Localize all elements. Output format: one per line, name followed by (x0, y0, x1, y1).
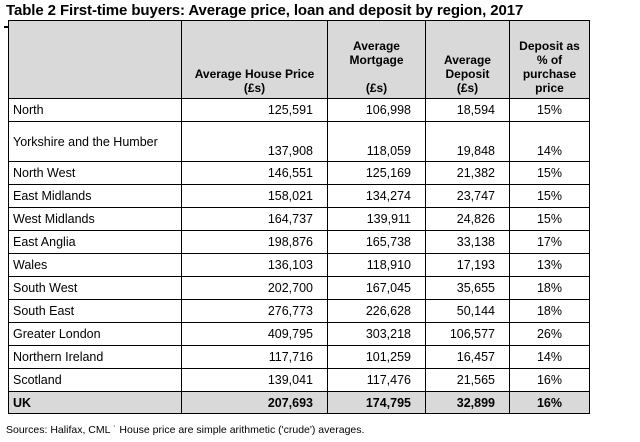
cell-deposit: 24,826 (425, 207, 510, 231)
cell-deposit: 21,382 (425, 161, 510, 185)
cell-mortgage: 226,628 (327, 299, 426, 323)
table-title: Table 2 First-time buyers: Average price… (6, 2, 524, 19)
corner-mark (4, 26, 10, 28)
cell-price: 139,041 (181, 368, 328, 392)
cell-region: Northern Ireland (8, 345, 182, 369)
cell-pct: 16% (509, 368, 590, 392)
header-deposit: Average Deposit (£s) (425, 20, 510, 99)
cell-mortgage: 167,045 (327, 276, 426, 300)
total-region: UK (8, 391, 182, 414)
header-region (8, 20, 182, 99)
table-row: West Midlands 164,737 139,911 24,826 15% (8, 207, 590, 231)
table-row: Wales 136,103 118,910 17,193 13% (8, 253, 590, 277)
cell-pct: 18% (509, 299, 590, 323)
total-row: UK 207,693 174,795 32,899 16% (8, 391, 590, 414)
footnote: Sources: Halifax, CML ˙ House price are … (6, 424, 365, 436)
cell-mortgage: 139,911 (327, 207, 426, 231)
cell-mortgage: 134,274 (327, 184, 426, 208)
table-row: Yorkshire and the Humber 137,908 118,059… (8, 121, 590, 162)
table-row: Scotland 139,041 117,476 21,565 16% (8, 368, 590, 392)
cell-mortgage: 117,476 (327, 368, 426, 392)
cell-region: Yorkshire and the Humber (8, 121, 182, 162)
cell-pct: 14% (509, 345, 590, 369)
cell-price: 276,773 (181, 299, 328, 323)
cell-region: Scotland (8, 368, 182, 392)
header-pct: Deposit as % of purchase price (509, 20, 590, 99)
cell-price: 164,737 (181, 207, 328, 231)
cell-pct: 13% (509, 253, 590, 277)
header-mortgage: Average Mortgage (£s) (327, 20, 426, 99)
cell-pct: 18% (509, 276, 590, 300)
cell-deposit: 18,594 (425, 98, 510, 122)
total-mortgage: 174,795 (327, 391, 426, 414)
cell-region: South East (8, 299, 182, 323)
table-row: East Midlands 158,021 134,274 23,747 15% (8, 184, 590, 208)
cell-deposit: 16,457 (425, 345, 510, 369)
table-row: Greater London 409,795 303,218 106,577 2… (8, 322, 590, 346)
total-deposit: 32,899 (425, 391, 510, 414)
table-row: Northern Ireland 117,716 101,259 16,457 … (8, 345, 590, 369)
cell-pct: 15% (509, 161, 590, 185)
cell-price: 125,591 (181, 98, 328, 122)
cell-mortgage: 125,169 (327, 161, 426, 185)
cell-deposit: 50,144 (425, 299, 510, 323)
cell-pct: 15% (509, 207, 590, 231)
table-row: North 125,591 106,998 18,594 15% (8, 98, 590, 122)
cell-region: East Midlands (8, 184, 182, 208)
cell-price: 137,908 (181, 121, 328, 162)
cell-region: Greater London (8, 322, 182, 346)
cell-mortgage: 118,910 (327, 253, 426, 277)
header-deposit-label: Average Deposit (444, 53, 491, 81)
cell-deposit: 106,577 (425, 322, 510, 346)
cell-deposit: 21,565 (425, 368, 510, 392)
cell-region: West Midlands (8, 207, 182, 231)
cell-mortgage: 165,738 (327, 230, 426, 254)
cell-mortgage: 118,059 (327, 121, 426, 162)
cell-price: 202,700 (181, 276, 328, 300)
cell-pct: 15% (509, 184, 590, 208)
cell-region: East Anglia (8, 230, 182, 254)
cell-deposit: 19,848 (425, 121, 510, 162)
header-row: Average House Price (£s) Average Mortgag… (8, 20, 590, 99)
cell-pct: 17% (509, 230, 590, 254)
header-mortgage-unit: (£s) (365, 81, 388, 95)
data-table: Average House Price (£s) Average Mortgag… (8, 20, 590, 414)
cell-region: North (8, 98, 182, 122)
cell-mortgage: 106,998 (327, 98, 426, 122)
cell-price: 136,103 (181, 253, 328, 277)
cell-price: 158,021 (181, 184, 328, 208)
table-row: South West 202,700 167,045 35,655 18% (8, 276, 590, 300)
cell-mortgage: 101,259 (327, 345, 426, 369)
cell-region: Wales (8, 253, 182, 277)
cell-region: North West (8, 161, 182, 185)
header-price-label: Average House Price (£s) (194, 67, 315, 95)
header-deposit-unit: (£s) (456, 81, 479, 95)
header-mortgage-label: Average Mortgage (349, 39, 404, 67)
cell-deposit: 23,747 (425, 184, 510, 208)
header-price: Average House Price (£s) (181, 20, 328, 99)
cell-price: 409,795 (181, 322, 328, 346)
total-pct: 16% (509, 391, 590, 414)
cell-price: 117,716 (181, 345, 328, 369)
table-row: North West 146,551 125,169 21,382 15% (8, 161, 590, 185)
table-row: East Anglia 198,876 165,738 33,138 17% (8, 230, 590, 254)
cell-price: 146,551 (181, 161, 328, 185)
total-price: 207,693 (181, 391, 328, 414)
cell-pct: 14% (509, 121, 590, 162)
cell-pct: 26% (509, 322, 590, 346)
cell-region: South West (8, 276, 182, 300)
cell-pct: 15% (509, 98, 590, 122)
cell-deposit: 35,655 (425, 276, 510, 300)
cell-deposit: 17,193 (425, 253, 510, 277)
cell-deposit: 33,138 (425, 230, 510, 254)
cell-price: 198,876 (181, 230, 328, 254)
table-row: South East 276,773 226,628 50,144 18% (8, 299, 590, 323)
cell-mortgage: 303,218 (327, 322, 426, 346)
header-pct-label: Deposit as % of purchase price (519, 39, 580, 95)
